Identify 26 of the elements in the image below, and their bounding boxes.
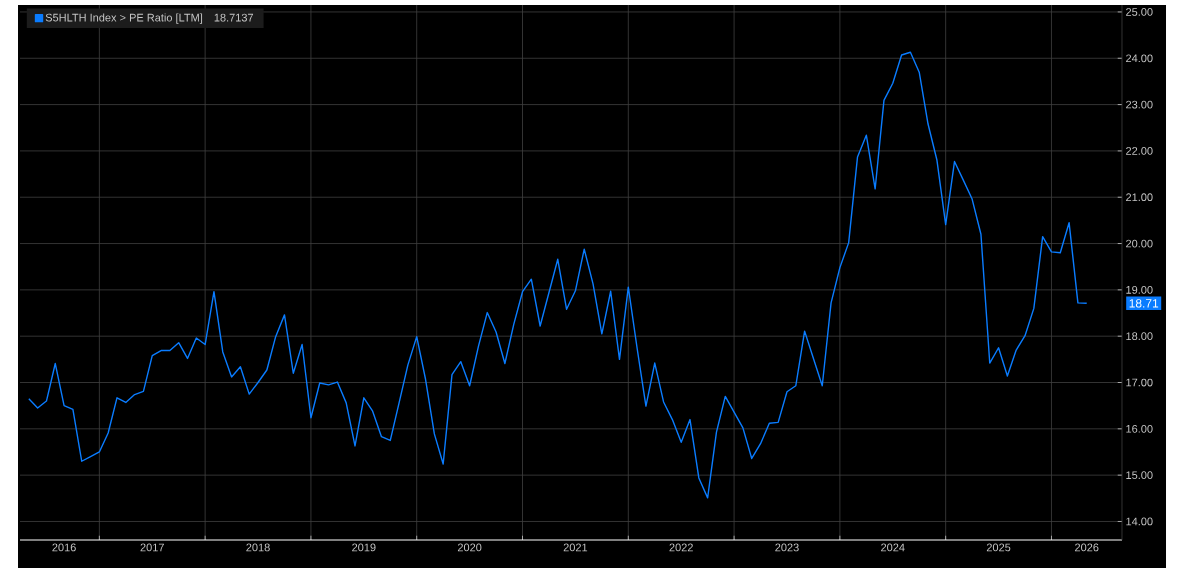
- y-tick-label: 16.00: [1126, 424, 1153, 433]
- y-tick-label: 19.00: [1126, 285, 1153, 294]
- x-tick-label: 2023: [775, 543, 799, 552]
- legend-label: S5HLTH Index > PE Ratio [LTM]: [45, 13, 203, 24]
- x-tick-label: 2024: [881, 543, 905, 552]
- x-tick-label: 2026: [1075, 543, 1099, 552]
- x-tick-label: 2018: [246, 543, 270, 552]
- y-tick-label: 15.00: [1126, 471, 1153, 480]
- y-tick-label: 25.00: [1126, 8, 1153, 16]
- x-tick-label: 2021: [563, 543, 588, 552]
- x-tick-label: 2022: [669, 543, 693, 552]
- x-tick-label: 2025: [986, 543, 1011, 552]
- x-tick-label: 2020: [457, 543, 482, 552]
- x-tick-label: 2019: [352, 543, 376, 552]
- y-tick-label: 23.00: [1126, 100, 1153, 109]
- y-tick-label: 14.00: [1126, 517, 1153, 526]
- y-tick-label: 24.00: [1126, 54, 1153, 63]
- y-tick-label: 22.00: [1126, 147, 1153, 155]
- text: 18.71: [1129, 299, 1159, 308]
- y-tick-label: 20.00: [1126, 239, 1153, 248]
- y-tick-label: 21.00: [1126, 193, 1153, 202]
- annotation: 18.7137: [214, 13, 254, 22]
- y-tick-label: 18.00: [1126, 332, 1153, 341]
- x-tick-label: 2017: [140, 543, 164, 552]
- x-tick-label: 2016: [52, 543, 76, 552]
- y-tick-label: 17.00: [1126, 378, 1153, 387]
